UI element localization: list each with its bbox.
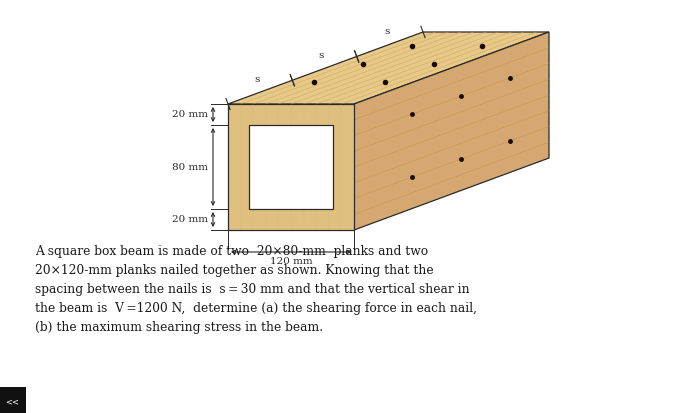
Polygon shape	[354, 32, 549, 230]
Text: <<: <<	[5, 397, 19, 406]
Polygon shape	[228, 32, 549, 104]
Text: s: s	[384, 27, 389, 36]
Text: 80 mm: 80 mm	[172, 162, 208, 171]
Polygon shape	[228, 104, 354, 230]
Text: 20 mm: 20 mm	[172, 110, 208, 119]
Text: 20 mm: 20 mm	[172, 215, 208, 224]
Bar	[0, 387, 26, 413]
Text: s: s	[318, 51, 324, 60]
Polygon shape	[249, 125, 333, 209]
Text: A square box beam is made of two  20×80-mm  planks and two
20×120-mm planks nail: A square box beam is made of two 20×80-m…	[35, 245, 477, 334]
Text: 120 mm: 120 mm	[269, 257, 312, 266]
Text: s: s	[254, 75, 260, 84]
